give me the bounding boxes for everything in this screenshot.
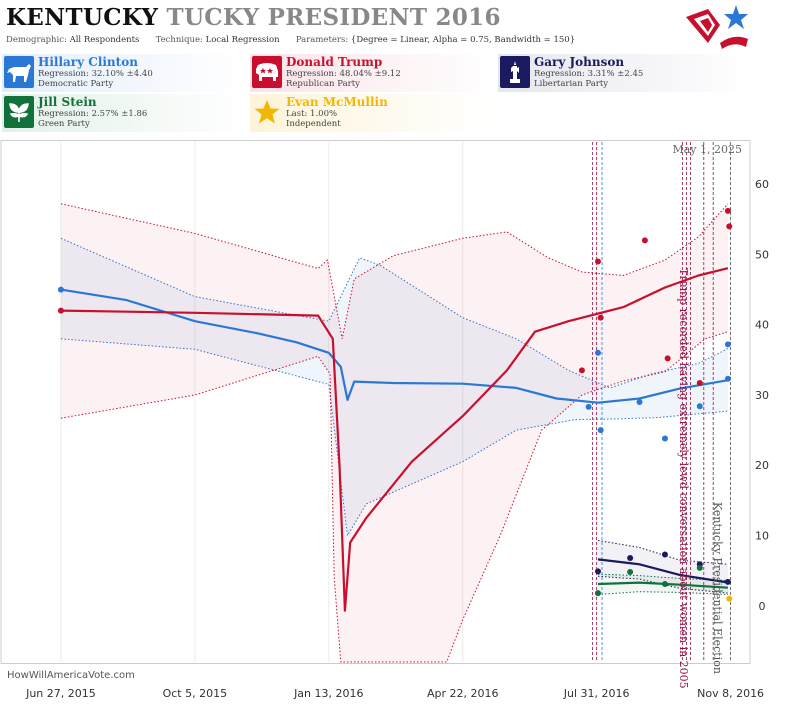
- demographic-label: Demographic:: [6, 35, 67, 45]
- candidate-name: Evan McMullin: [286, 95, 388, 109]
- candidate-regression: Regression: 48.04% ±9.12: [286, 69, 401, 79]
- title-state: KENTUCKY: [6, 4, 159, 31]
- poll-point: [578, 367, 585, 374]
- technique-label: Technique:: [155, 35, 203, 45]
- poll-point: [627, 555, 634, 561]
- elephant-icon: [252, 56, 282, 88]
- candidate-party: Green Party: [38, 119, 90, 129]
- x-tick-label: Nov 8, 2016: [697, 687, 764, 700]
- poll-point: [597, 427, 604, 434]
- poll-point: [597, 314, 604, 321]
- poll-points: [57, 207, 733, 602]
- poll-point: [696, 403, 703, 410]
- parameters-value: {Degree = Linear, Alpha = 0.75, Bandwidt…: [350, 35, 576, 45]
- x-tick-label: Jul 31, 2016: [563, 687, 630, 700]
- leaf-icon: [4, 96, 34, 128]
- poll-point: [585, 403, 592, 410]
- poll-point: [724, 341, 731, 348]
- poll-point: [641, 237, 648, 244]
- title-race: TUCKY PRESIDENT 2016: [166, 4, 501, 31]
- poll-point: [724, 207, 731, 214]
- poll-point: [661, 435, 668, 442]
- poll-point: [696, 564, 703, 571]
- site-logo-icon: [686, 5, 748, 49]
- candidate-regression: Regression: 32.10% ±4.40: [38, 69, 153, 79]
- candidate-card-clinton[interactable]: Hillary Clinton Regression: 32.10% ±4.40…: [2, 54, 246, 92]
- poll-point: [57, 286, 64, 293]
- candidate-name: Gary Johnson: [534, 55, 625, 69]
- x-tick-label: Oct 5, 2015: [163, 687, 228, 700]
- poll-point: [661, 551, 668, 558]
- candidate-name: Donald Trump: [286, 55, 383, 69]
- event-annotation: Trump recorded having extremely lewd con…: [677, 268, 690, 689]
- date-label: May 1, 2025: [672, 143, 742, 156]
- trend-line: [60, 288, 729, 404]
- confidence-band: [60, 203, 728, 663]
- candidate-card-johnson[interactable]: Gary Johnson Regression: 3.31% ±2.45 Lib…: [498, 54, 748, 92]
- x-axis-ticks: Jun 27, 2015 Oct 5, 2015 Jan 13, 2016 Apr 2…: [25, 687, 764, 700]
- candidate-card-stein[interactable]: Jill Stein Regression: 2.57% ±1.86 Green…: [2, 94, 246, 132]
- upper-bound-line: [597, 539, 728, 565]
- y-tick-label: 40: [755, 319, 769, 332]
- y-tick-label: 0: [759, 600, 766, 613]
- y-tick-label: 30: [755, 389, 769, 402]
- candidate-name: Hillary Clinton: [38, 55, 138, 69]
- poll-point: [724, 375, 731, 382]
- poll-point: [664, 355, 671, 362]
- parameters-line: Demographic: All Respondents Technique: …: [6, 35, 575, 45]
- candidate-regression: Regression: 3.31% ±2.45: [534, 69, 644, 79]
- lower-bound-line: [60, 331, 729, 663]
- poll-point: [696, 380, 703, 387]
- x-tick-label: Jan 13, 2016: [293, 687, 363, 700]
- trend-lines: [60, 267, 729, 612]
- page-title: KENTUCKY TUCKY PRESIDENT 2016: [6, 4, 501, 31]
- y-tick-label: 50: [755, 248, 769, 261]
- plot-area: [0, 140, 751, 664]
- poll-point: [594, 258, 601, 265]
- candidate-regression: Last: 1.00%: [286, 109, 338, 119]
- parameters-label: Parameters:: [295, 35, 349, 45]
- x-tick-label: Jun 27, 2015: [25, 687, 96, 700]
- demographic-value: All Respondents: [69, 35, 140, 45]
- lower-bound-line: [60, 338, 728, 538]
- poll-point: [726, 223, 733, 230]
- poll-point: [636, 399, 643, 405]
- candidate-party: Republican Party: [286, 79, 360, 89]
- statue-of-liberty-icon: [500, 56, 530, 88]
- trend-line: [60, 267, 729, 612]
- candidate-party: Independent: [286, 119, 341, 129]
- poll-point: [726, 595, 733, 602]
- candidate-regression: Regression: 2.57% ±1.86: [38, 109, 148, 119]
- candidate-name: Jill Stein: [38, 95, 97, 109]
- trend-line: [597, 581, 728, 589]
- y-tick-label: 10: [755, 530, 769, 543]
- candidate-card-trump[interactable]: Donald Trump Regression: 48.04% ±9.12 Re…: [250, 54, 494, 92]
- y-tick-label: 60: [755, 178, 769, 191]
- poll-point: [594, 568, 601, 575]
- upper-bound-line: [60, 237, 729, 389]
- x-tick-label: Apr 22, 2016: [427, 687, 499, 700]
- poll-point: [661, 581, 668, 587]
- candidate-party: Libertarian Party: [534, 79, 609, 89]
- trend-line: [597, 558, 729, 584]
- election-label: Kentucky Presidential Election: [711, 502, 724, 674]
- y-tick-label: 20: [755, 459, 769, 472]
- candidate-party: Democratic Party: [38, 79, 114, 89]
- candidate-card-mcmullin[interactable]: Evan McMullin Last: 1.00% Independent: [250, 94, 494, 132]
- upper-bound-line: [60, 203, 729, 339]
- confidence-band: [598, 540, 728, 594]
- star-icon: [252, 96, 282, 128]
- technique-value: Local Regression: [205, 35, 280, 45]
- poll-point: [627, 569, 634, 576]
- y-axis-ticks: 0 10 20 30 40 50 60: [755, 178, 769, 613]
- donkey-icon: [4, 56, 34, 88]
- poll-point: [57, 307, 64, 314]
- poll-point: [594, 349, 601, 356]
- polling-chart: 0 10 20 30 40 50 60 Jun 27, 2015 Oct 5, 2015 Jan…: [0, 140, 769, 700]
- poll-point: [724, 578, 731, 585]
- site-credit: HowWillAmericaVote.com: [7, 670, 135, 681]
- poll-point: [594, 590, 601, 597]
